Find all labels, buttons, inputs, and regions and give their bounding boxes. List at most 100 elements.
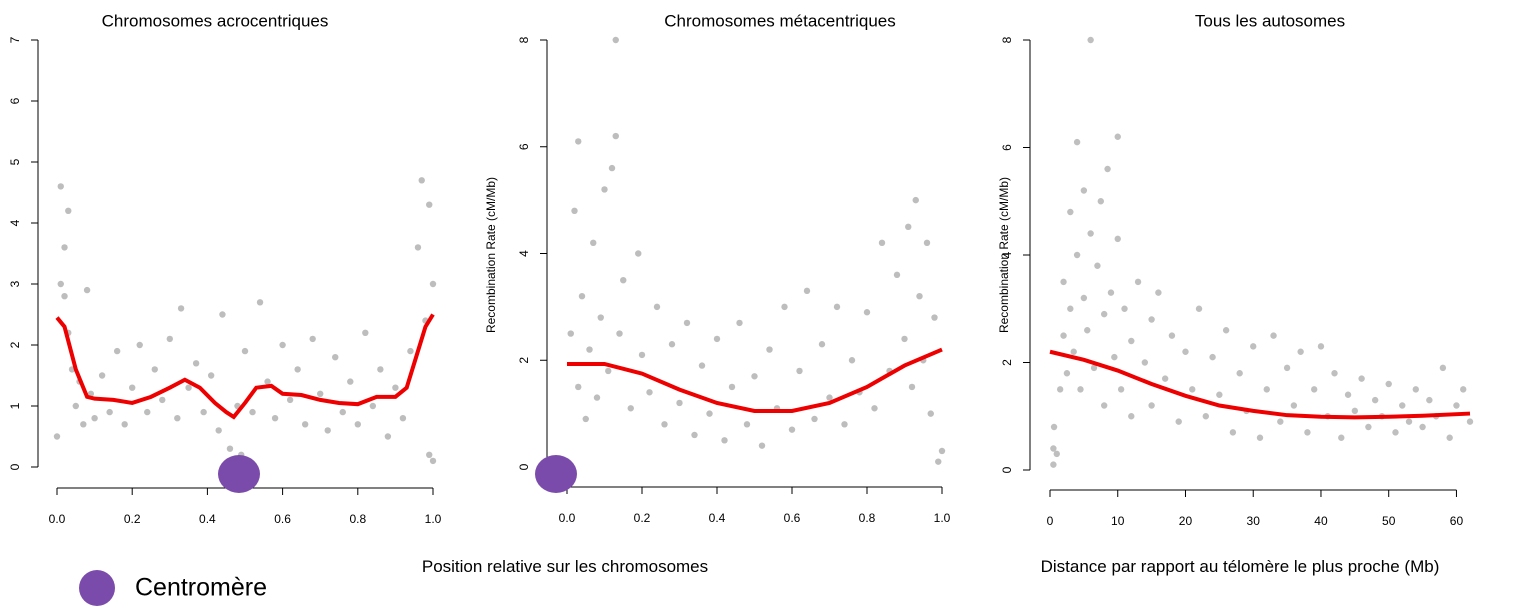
point	[781, 303, 788, 311]
point	[166, 335, 173, 343]
point	[912, 196, 919, 204]
point	[1073, 251, 1081, 259]
point	[429, 280, 437, 288]
y-tick-label: 8	[1000, 36, 1014, 43]
point	[1182, 348, 1189, 355]
point	[676, 399, 683, 407]
point	[1236, 370, 1243, 377]
point	[728, 383, 736, 391]
point	[578, 293, 586, 300]
chart-title: Chromosomes métacentriques	[664, 11, 895, 30]
y-tick-label: 2	[517, 357, 531, 364]
point	[691, 431, 698, 439]
point	[638, 351, 646, 359]
point	[1202, 413, 1210, 420]
y-tick-label: 6	[1000, 144, 1014, 151]
y-tick-label: 8	[517, 36, 531, 43]
point	[1067, 305, 1074, 312]
point	[57, 183, 64, 190]
point	[1155, 289, 1162, 296]
point	[901, 335, 908, 343]
point	[159, 396, 166, 404]
y-tick-label: 7	[8, 36, 22, 43]
point	[301, 421, 309, 428]
point	[61, 293, 68, 300]
point	[136, 341, 143, 349]
point	[1056, 386, 1064, 393]
point	[796, 367, 803, 375]
point	[908, 383, 916, 391]
y-tick-label: 6	[8, 97, 22, 104]
x-tick-label: 0.4	[199, 512, 216, 526]
point	[1128, 337, 1135, 345]
point	[1053, 450, 1060, 458]
point	[612, 36, 619, 44]
point	[1141, 359, 1149, 366]
point	[226, 445, 234, 452]
point	[151, 366, 158, 373]
point	[848, 357, 856, 364]
point	[916, 293, 923, 300]
point	[1304, 429, 1311, 436]
point	[1195, 305, 1203, 312]
trend-line	[55, 313, 435, 420]
x-tick-label: 0.6	[274, 512, 291, 526]
trend-line	[567, 347, 943, 413]
point	[1358, 375, 1365, 382]
point	[833, 303, 841, 311]
point	[407, 347, 414, 355]
y-tick-label: 5	[8, 158, 22, 165]
point	[1087, 36, 1094, 44]
point	[1371, 396, 1379, 404]
x-tick-label: 0	[1047, 514, 1054, 528]
x-axis-label: Position relative sur les chromosomes	[421, 557, 709, 576]
y-axis-label: Recombination Rate (cM/Mb)	[997, 177, 1011, 333]
centromere-marker	[535, 455, 577, 493]
point	[653, 303, 661, 311]
point	[1077, 386, 1084, 393]
point	[601, 186, 608, 193]
point	[567, 330, 574, 337]
point	[713, 335, 721, 343]
x-axis-label: Distance par rapport au télomère le plus…	[1040, 557, 1440, 576]
point	[1060, 278, 1067, 286]
centromere-marker	[218, 455, 260, 493]
point	[185, 384, 192, 391]
x-tick-label: 30	[1247, 514, 1261, 528]
point	[200, 408, 207, 416]
point	[788, 426, 796, 433]
point	[1189, 386, 1196, 393]
point	[635, 250, 642, 257]
point	[1100, 310, 1108, 318]
point	[1063, 370, 1071, 377]
point	[646, 389, 653, 396]
y-tick-label: 6	[517, 143, 531, 150]
point	[384, 433, 392, 440]
point	[818, 341, 826, 348]
point	[317, 390, 324, 397]
point	[721, 437, 728, 444]
x-tick-label: 0.0	[559, 511, 576, 525]
point	[1453, 402, 1460, 409]
point	[571, 207, 578, 214]
point	[1317, 343, 1325, 350]
point	[935, 458, 942, 465]
point	[871, 405, 878, 412]
point	[661, 421, 668, 428]
point	[1050, 423, 1058, 431]
x-tick-label: 50	[1382, 514, 1396, 528]
point	[923, 239, 931, 247]
point	[1229, 429, 1237, 436]
x-tick-label: 10	[1111, 514, 1125, 528]
point	[586, 346, 593, 353]
x-tick-label: 0.0	[49, 512, 66, 526]
point	[1351, 407, 1359, 415]
point	[1060, 332, 1067, 339]
point	[332, 354, 339, 361]
point	[1100, 402, 1108, 409]
point	[1250, 343, 1257, 350]
x-tick-label: 20	[1179, 514, 1193, 528]
point	[841, 421, 848, 428]
